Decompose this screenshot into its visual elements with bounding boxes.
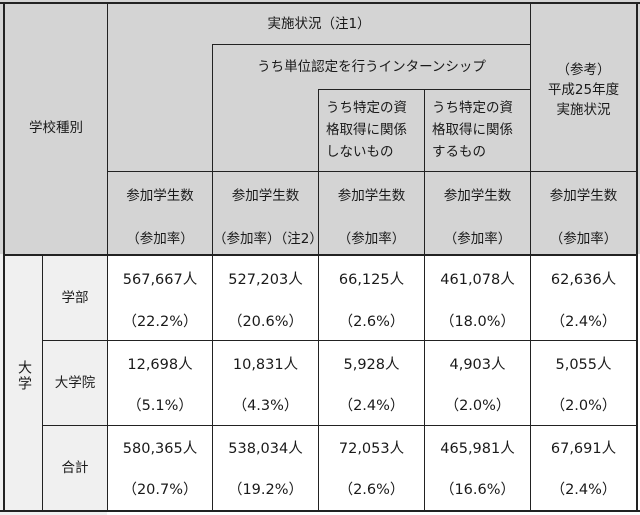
border-top — [0, 2, 640, 4]
col4-rate-header: （参加率） — [443, 231, 512, 247]
vrule-group — [42, 254, 43, 512]
col1-rate-header: （参加率） — [126, 231, 194, 247]
cell-rate: （2.0%） — [550, 398, 617, 414]
col5-rate-header: （参加率） — [549, 231, 618, 247]
cell-rate: （18.0%） — [439, 314, 516, 330]
cell-value: 72,053人 — [338, 441, 405, 457]
cell-rate: （4.3%） — [232, 398, 299, 414]
border-left — [3, 2, 5, 512]
header-background — [0, 0, 640, 254]
cell-value: 62,636人 — [550, 272, 617, 288]
reference-header-line2: 平成25年度 — [547, 82, 620, 98]
cell-value: 527,203人 — [228, 272, 303, 288]
cell-rate: （20.7%） — [122, 482, 198, 498]
university-group-label: 大学 — [16, 360, 32, 392]
related-header-line2: 格取得に関係 — [432, 122, 513, 138]
credit-internship-header: うち単位認定を行うインターンシップ — [257, 59, 486, 75]
col2-participants-header: 参加学生数 — [231, 188, 300, 204]
related-header-line3: するもの — [432, 144, 486, 160]
rule-row-2 — [42, 425, 638, 426]
vrule-schooltype — [107, 2, 108, 512]
vrule-col3 — [318, 89, 319, 512]
vrule-col5 — [530, 2, 531, 512]
cell-rate: （2.6%） — [338, 314, 405, 330]
border-right — [636, 2, 638, 512]
border-bottom — [0, 510, 640, 512]
cell-rate: （22.2%） — [122, 314, 198, 330]
cell-rate: （2.0%） — [444, 398, 511, 414]
cell-value: 12,698人 — [127, 357, 193, 373]
rule-under-status — [212, 44, 530, 45]
rule-row-1 — [42, 340, 638, 341]
related-header-line1: うち特定の資 — [432, 100, 513, 116]
cell-value: 10,831人 — [232, 357, 299, 373]
cell-value: 465,981人 — [440, 441, 515, 457]
rule-header-body — [3, 254, 638, 256]
cell-value: 67,691人 — [550, 441, 617, 457]
cell-rate: （19.2%） — [227, 482, 304, 498]
cell-value: 567,667人 — [122, 272, 198, 288]
rule-under-subheads — [107, 171, 638, 172]
not-related-header-line2: 格取得に関係 — [326, 122, 407, 138]
row-label-graduate: 大学院 — [54, 375, 96, 391]
cell-rate: （5.1%） — [127, 398, 193, 414]
cell-value: 5,928人 — [343, 357, 400, 373]
row-label-undergraduate: 学部 — [61, 290, 89, 306]
cell-rate: （2.4%） — [550, 482, 617, 498]
cell-value: 4,903人 — [449, 357, 506, 373]
cell-value: 580,365人 — [122, 441, 198, 457]
cell-rate: （2.4%） — [550, 314, 617, 330]
col2-rate-header: （参加率）（注2） — [213, 231, 323, 247]
reference-header-line1: （参考） — [556, 62, 611, 78]
reference-header-line3: 実施状況 — [556, 102, 611, 118]
vrule-col2 — [212, 44, 213, 512]
col3-rate-header: （参加率） — [337, 231, 406, 247]
vrule-col4 — [424, 89, 425, 512]
col4-participants-header: 参加学生数 — [443, 188, 512, 204]
cell-rate: （2.6%） — [338, 482, 405, 498]
col5-participants-header: 参加学生数 — [549, 188, 618, 204]
cell-rate: （20.6%） — [227, 314, 304, 330]
school-type-header: 学校種別 — [29, 120, 83, 136]
not-related-header-line1: うち特定の資 — [326, 100, 407, 116]
row-header-background — [0, 254, 107, 515]
cell-value: 461,078人 — [440, 272, 515, 288]
implementation-status-header: 実施状況（注1） — [267, 16, 371, 32]
row-label-total: 合計 — [61, 460, 89, 476]
col1-participants-header: 参加学生数 — [126, 188, 194, 204]
cell-value: 538,034人 — [228, 441, 303, 457]
cell-value: 5,055人 — [555, 357, 612, 373]
cell-value: 66,125人 — [338, 272, 405, 288]
not-related-header-line3: しないもの — [326, 144, 394, 160]
cell-rate: （2.4%） — [338, 398, 405, 414]
col3-participants-header: 参加学生数 — [337, 188, 406, 204]
cell-rate: （16.6%） — [439, 482, 516, 498]
